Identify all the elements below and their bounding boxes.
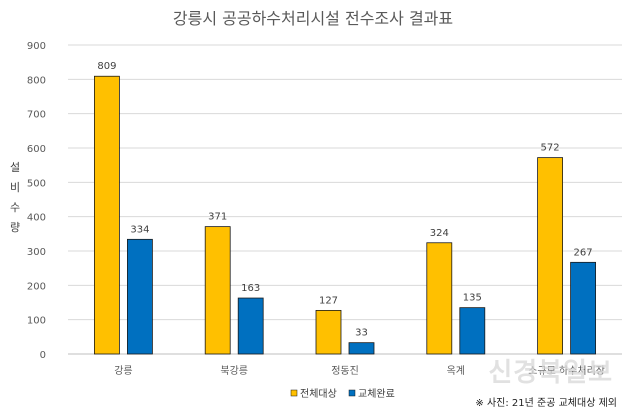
y-tick-label: 500: [27, 178, 46, 189]
data-label: 371: [208, 212, 227, 223]
chart-title: 강릉시 공공하수처리시설 전수조사 결과표: [173, 9, 453, 28]
legend-label: 전체대상: [300, 388, 337, 400]
y-axis-ticks: 0 100 200 300 400 500 600 700 800 900: [27, 41, 46, 361]
legend-label: 교체완료: [358, 388, 395, 400]
bar-교체완료: [127, 238, 153, 355]
bar-교체완료: [459, 307, 486, 355]
y-axis-label-char: 비: [10, 181, 20, 194]
y-axis-label-char: 설: [10, 161, 20, 174]
y-tick-label: 600: [27, 144, 46, 155]
y-tick-label: 700: [27, 110, 46, 121]
data-label: 267: [574, 247, 593, 258]
data-label: 809: [97, 61, 116, 72]
y-tick-label: 900: [27, 41, 46, 52]
bar-전체대상: [315, 309, 342, 355]
bars: 809 334 371 163 127 33 324 135 572 267: [94, 61, 596, 355]
y-tick-label: 400: [27, 213, 46, 224]
data-label: 33: [355, 328, 368, 339]
y-axis-label-char: 량: [10, 221, 20, 234]
y-tick-label: 200: [27, 281, 46, 292]
footnote: ※ 사진: 21년 준공 교체대상 제외: [475, 398, 617, 409]
y-tick-label: 300: [27, 247, 46, 258]
y-axis-label-char: 수: [10, 201, 20, 214]
legend-swatch-교체완료: [348, 389, 356, 397]
y-tick-label: 100: [27, 316, 46, 327]
x-tick-label: 북강릉: [220, 365, 248, 377]
x-tick-label: 옥계: [447, 365, 465, 377]
bar-전체대상: [94, 75, 120, 355]
bar-교체완료: [237, 297, 264, 355]
bar-교체완료: [570, 261, 596, 355]
data-label: 324: [430, 228, 449, 239]
bar-전체대상: [426, 242, 453, 355]
legend: 전체대상 교체완료: [290, 388, 395, 400]
y-tick-label: 800: [27, 75, 46, 86]
bar-전체대상: [204, 226, 231, 355]
legend-swatch-전체대상: [290, 389, 298, 397]
x-tick-label: 소규모 하수처리장: [528, 364, 605, 377]
data-label: 334: [130, 224, 149, 235]
data-label: 163: [241, 283, 260, 294]
bar-교체완료: [348, 342, 375, 355]
bar-전체대상: [537, 157, 563, 355]
data-label: 127: [319, 295, 338, 306]
x-tick-label: 강릉: [114, 365, 132, 377]
data-label: 572: [541, 143, 560, 154]
x-axis-ticks: 강릉 북강릉 정동진 옥계 소규모 하수처리장: [114, 364, 605, 377]
y-tick-label: 0: [40, 350, 46, 361]
gridlines: [68, 44, 622, 355]
data-label: 135: [463, 293, 482, 304]
x-tick-label: 정동진: [331, 365, 359, 377]
